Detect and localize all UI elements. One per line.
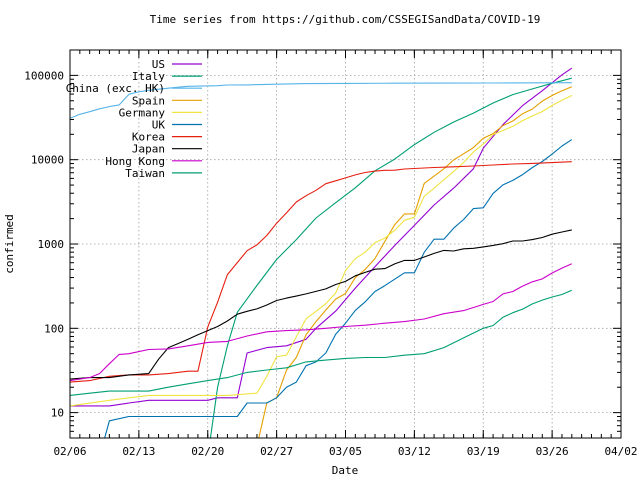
legend-label-korea: Korea (132, 131, 165, 144)
series-line-spain (258, 86, 573, 438)
x-tick-label: 03/12 (398, 445, 431, 458)
series-line-us (70, 67, 573, 407)
legend-label-china-exc-hk: China (exc. HK) (66, 82, 165, 95)
series-line-hong-kong (70, 263, 573, 382)
y-tick-label: 10 (51, 407, 64, 420)
legend-label-taiwan: Taiwan (125, 167, 165, 180)
series-lines (70, 67, 573, 438)
legend-label-germany: Germany (119, 106, 166, 119)
x-tick-label: 02/06 (53, 445, 86, 458)
x-tick-label: 03/26 (536, 445, 569, 458)
x-tick-label: 02/13 (122, 445, 155, 458)
x-tick-label: 03/19 (467, 445, 500, 458)
chart-title: Time series from https://github.com/CSSE… (150, 13, 541, 26)
legend-label-spain: Spain (132, 94, 165, 107)
legend-label-italy: Italy (132, 70, 165, 83)
series-line-japan (70, 229, 572, 380)
series-line-germany (70, 95, 573, 407)
y-tick-label: 1000 (38, 238, 65, 251)
series-line-korea (70, 161, 572, 383)
x-tick-label: 02/27 (260, 445, 293, 458)
legend-label-japan: Japan (132, 143, 165, 156)
legend-label-hong-kong: Hong Kong (105, 155, 165, 168)
x-tick-label: 04/02 (604, 445, 637, 458)
series-line-china-exc-hk (70, 82, 572, 119)
y-axis-label: confirmed (3, 214, 16, 274)
series-line-taiwan (70, 289, 573, 396)
y-tick-label: 10000 (31, 154, 64, 167)
series-line-italy (209, 77, 572, 438)
x-tick-label: 02/20 (191, 445, 224, 458)
y-tick-label: 100 (44, 322, 64, 335)
series-line-uk (104, 139, 573, 438)
legend-label-us: US (152, 58, 165, 71)
x-tick-label: 03/05 (329, 445, 362, 458)
legend-label-uk: UK (152, 119, 166, 132)
y-tick-label: 100000 (24, 69, 64, 82)
x-axis-label: Date (332, 464, 359, 477)
axis-ticks: 10 100 1000 10000 100000 02/06 02/13 02/20 02/27… (24, 49, 638, 458)
